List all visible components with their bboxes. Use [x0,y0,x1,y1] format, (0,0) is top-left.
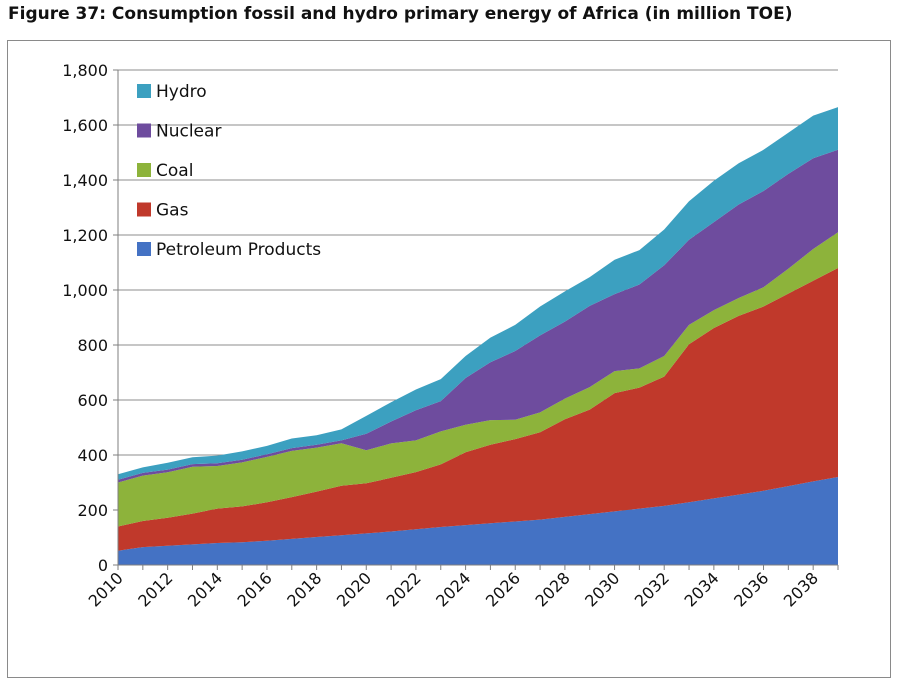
area-nuclear [118,149,838,483]
x-tick-label: 2020 [333,568,375,610]
y-tick-label: 1,800 [62,61,108,80]
x-tick-label: 2018 [283,568,325,610]
x-tick-label: 2038 [780,568,822,610]
y-tick-label: 400 [77,446,108,465]
y-axis-tick-labels: 0 200 400 600 800 1,000 1,200 1,400 1,600 1,800 [62,61,108,575]
legend-label-petroleum-products: Petroleum Products [156,240,321,260]
legend-label-nuclear: Nuclear [156,122,221,142]
y-tick-label: 200 [77,501,108,520]
y-tick-label: 600 [77,391,108,410]
y-tick-label: 1,400 [62,171,108,190]
legend-swatch-petroleum-products [137,242,151,256]
x-tick-label: 2028 [531,568,573,610]
area-coal [118,232,838,527]
x-tick-label: 2024 [432,568,474,610]
x-tick-label: 2026 [482,568,524,610]
legend-label-gas: Gas [156,201,189,221]
legend-label-coal: Coal [156,161,193,181]
legend-swatch-coal [137,163,151,177]
y-tick-label: 1,200 [62,226,108,245]
x-axis-tick-labels: 2010 2012 2014 2016 2018 2020 2022 2024 2026 2028… [85,568,822,610]
legend-swatch-nuclear [137,123,151,138]
x-tick-label: 2014 [184,568,226,610]
y-tick-label: 1,600 [62,116,108,135]
legend-label-hydro: Hydro [156,82,207,102]
legend: Hydro Nuclear Coal Gas Petroleum Products [137,82,321,260]
figure-title: Figure 37: Consumption fossil and hydro … [8,4,793,24]
y-tick-label: 0 [98,556,108,575]
x-tick-label: 2036 [730,568,772,610]
x-tick-label: 2030 [581,568,623,610]
axes [113,69,839,570]
x-tick-label: 2032 [631,568,673,610]
legend-swatch-hydro [137,84,151,98]
x-tick-label: 2034 [680,568,722,610]
series-areas [118,107,838,565]
area-gas [118,268,838,551]
y-tick-label: 800 [77,336,108,355]
y-tick-label: 1,000 [62,281,108,300]
area-petroleum-products [118,477,838,565]
legend-swatch-gas [137,202,151,217]
x-tick-label: 2012 [134,568,176,610]
x-tick-label: 2010 [85,568,127,610]
x-tick-label: 2022 [383,568,425,610]
x-tick-label: 2016 [234,568,276,610]
